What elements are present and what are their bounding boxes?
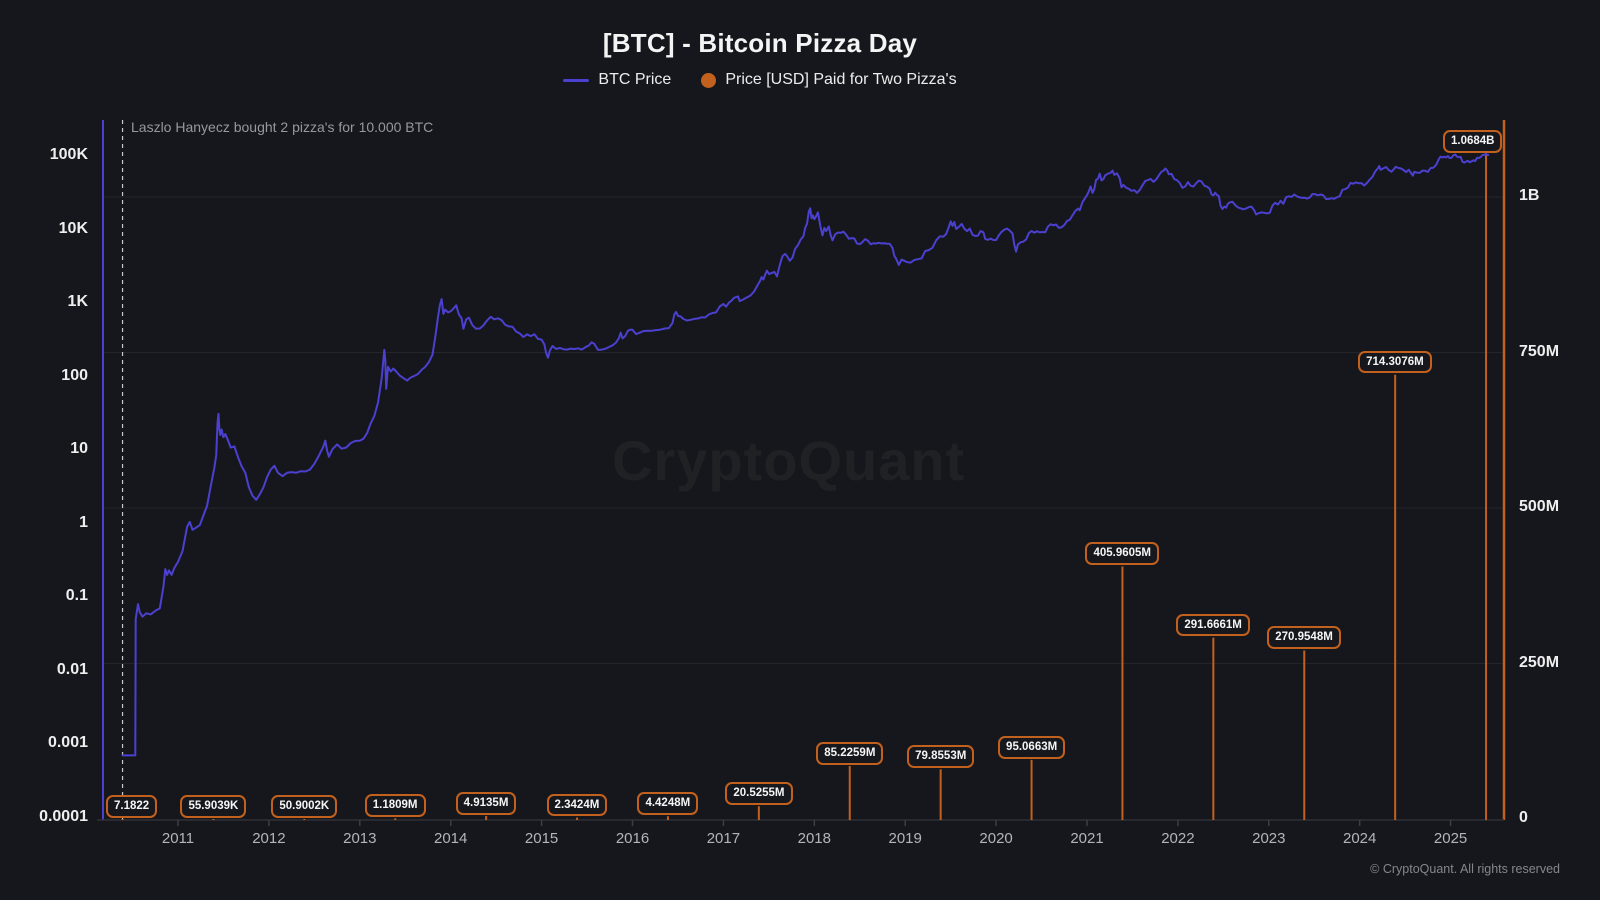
y-axis-left-label: 0.0001 — [39, 807, 88, 825]
copyright-footer: © CryptoQuant. All rights reserved — [1370, 862, 1560, 876]
pizza-marker-label: 79.8553M — [907, 745, 975, 768]
pizza-marker-label: 1.0684B — [1443, 130, 1503, 154]
pizza-marker-label: 95.0663M — [998, 735, 1066, 759]
x-axis-label: 2024 — [1343, 830, 1377, 847]
line-swatch-icon — [563, 78, 590, 82]
x-axis-label: 2013 — [343, 830, 377, 847]
x-axis-label: 2011 — [161, 830, 195, 847]
pizza-marker-label: 714.3076M — [1358, 350, 1432, 374]
pizza-marker-label: 4.4248M — [637, 792, 699, 815]
annotation-label: Laszlo Hanyecz bought 2 pizza's for 10.0… — [131, 119, 434, 135]
legend-item-btc-price[interactable]: BTC Price — [563, 71, 671, 89]
y-axis-right-label: 750M — [1519, 342, 1560, 360]
chart-title: [BTC] - Bitcoin Pizza Day — [602, 28, 918, 58]
pizza-marker-label: 291.6661M — [1176, 613, 1250, 637]
x-axis-label: 2021 — [1070, 830, 1104, 847]
pizza-marker-label: 1.1809M — [364, 794, 426, 817]
y-axis-right-label: 500M — [1519, 498, 1560, 515]
y-axis-left-label: 100K — [49, 146, 88, 163]
y-axis-left-label: 0.001 — [47, 734, 88, 751]
pizza-marker-label: 4.9135M — [455, 791, 517, 815]
x-axis-label: 2012 — [252, 830, 286, 847]
x-axis-label: 2025 — [1433, 830, 1468, 847]
legend-pizza-price-label: Price [USD] Paid for Two Pizza's — [725, 71, 957, 88]
y-axis-right-label: 250M — [1519, 653, 1560, 671]
x-axis-label: 2014 — [434, 830, 468, 847]
y-axis-left-label: 10 — [70, 440, 88, 457]
x-axis-label: 2018 — [797, 830, 831, 847]
x-axis-label: 2015 — [524, 830, 559, 847]
pizza-marker-label: 7.1822 — [106, 795, 158, 818]
legend-btc-price-label: BTC Price — [598, 71, 672, 88]
y-axis-left-label: 1K — [67, 293, 88, 310]
x-axis-label: 2022 — [1161, 830, 1195, 847]
pizza-marker-label: 50.9002K — [271, 794, 338, 818]
x-axis-label: 2020 — [979, 830, 1013, 847]
x-axis-label: 2019 — [888, 830, 922, 847]
pizza-marker-label: 20.5255M — [725, 782, 793, 805]
dot-swatch-icon — [701, 72, 717, 88]
watermark: CryptoQuant — [612, 428, 965, 493]
x-axis-label: 2017 — [706, 830, 741, 847]
x-axis-label: 2016 — [615, 830, 650, 847]
pizza-marker-label: 405.9605M — [1085, 542, 1159, 566]
legend: BTC Price Price [USD] Paid for Two Pizza… — [0, 71, 1520, 89]
y-axis-left-label: 10K — [58, 219, 88, 237]
y-axis-left-label: 0.1 — [65, 587, 88, 604]
pizza-marker-label: 270.9548M — [1267, 626, 1341, 650]
chart-header: [BTC] - Bitcoin Pizza Day BTC Price Pric… — [0, 0, 1520, 89]
btc-price-line — [121, 152, 1490, 757]
y-axis-left-label: 1 — [79, 513, 88, 531]
y-axis-left-label: 0.01 — [56, 660, 88, 678]
pizza-marker-label: 55.9039K — [180, 794, 247, 818]
x-axis-label: 2023 — [1252, 830, 1286, 847]
pizza-marker-label: 2.3424M — [546, 793, 608, 817]
pizza-marker-label: 85.2259M — [816, 741, 884, 765]
y-axis-left-label: 100 — [61, 366, 88, 384]
legend-item-pizza-price[interactable]: Price [USD] Paid for Two Pizza's — [701, 71, 957, 89]
y-axis-right-label: 0 — [1519, 809, 1528, 826]
y-axis-right-label: 1B — [1519, 187, 1540, 204]
